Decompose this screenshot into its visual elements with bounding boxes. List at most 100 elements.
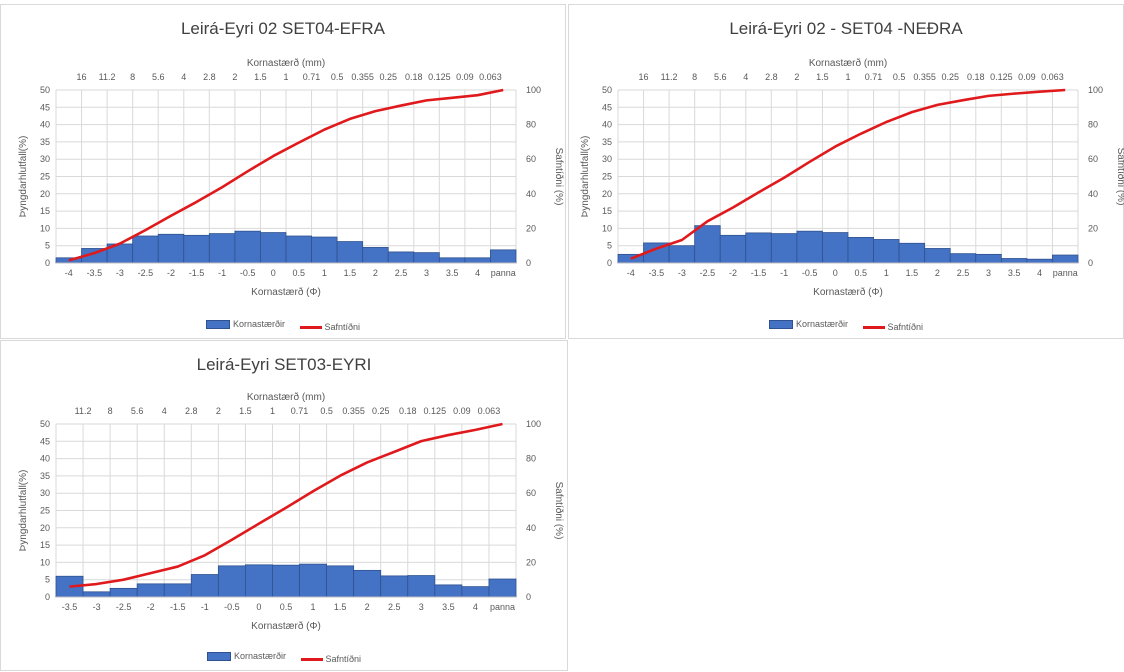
x-tick-label: 3.5	[442, 602, 455, 612]
x-tick-label: -1	[780, 268, 788, 278]
x-tick-label: -0.5	[224, 602, 240, 612]
x-tick-label: 1.5	[334, 602, 347, 612]
x-tick-label: 4	[475, 268, 480, 278]
legend-label-line: Safntíðni	[325, 654, 362, 664]
series-line-safntidni	[69, 422, 503, 588]
x-axis-title: Kornastærð (Φ)	[251, 286, 321, 298]
legend-item-line: Safntíðni	[299, 322, 361, 332]
y2-axis-title: Safntíðni (%)	[553, 482, 565, 540]
series-line-safntidni	[630, 88, 1066, 260]
bar	[924, 248, 951, 264]
x-tick-label: -2.5	[138, 268, 154, 278]
x2-axis-title: Kornastærð (mm)	[247, 391, 325, 403]
x2-tick-label: 11.2	[75, 406, 92, 416]
bar	[847, 236, 874, 264]
bar	[234, 230, 261, 264]
x-tick-label: -3.5	[87, 268, 103, 278]
x-tick-label: -1	[218, 268, 226, 278]
x2-tick-label: 4	[181, 72, 186, 82]
y2-tick-label: 20	[526, 223, 536, 233]
bar	[694, 225, 721, 264]
y-tick-label: 15	[40, 206, 50, 216]
x2-tick-label: 0.5	[320, 406, 333, 416]
x2-tick-label: 0.5	[893, 72, 906, 82]
y-tick-label: 25	[602, 172, 612, 182]
bar	[770, 233, 798, 264]
y-tick-label: 50	[40, 85, 50, 95]
x-tick-label: 3	[986, 268, 991, 278]
bar	[132, 235, 159, 264]
y-tick-label: 50	[40, 419, 50, 429]
chart-title: Leirá-Eyri SET03-EYRI	[196, 355, 372, 374]
chart-panel-set04-nedra: Leirá-Eyri 02 - SET04 -NEÐRA 0 5 10 15 20 25 3…	[568, 4, 1124, 339]
x2-axis-title: Kornastærð (mm)	[247, 57, 325, 69]
y-axis-title: Þyngdarhlutfall(%)	[18, 470, 29, 552]
bar	[109, 587, 138, 598]
chart-legend: Kornastærðir Safntíðni	[1, 319, 565, 332]
bar	[380, 575, 409, 598]
x-tick-label: -3	[93, 602, 101, 612]
bar	[136, 583, 165, 598]
legend-label-line: Safntíðni	[324, 322, 361, 332]
x2-tick-label: 0.125	[424, 406, 447, 416]
x2-tick-label: 0.063	[1041, 72, 1064, 82]
y-tick-label: 10	[602, 223, 612, 233]
y-tick-label: 5	[45, 241, 50, 251]
y-tick-label: 0	[45, 592, 50, 602]
bar	[898, 242, 926, 264]
y-tick-label: 0	[607, 258, 612, 268]
y-tick-label: 20	[40, 189, 50, 199]
y-tick-label: 20	[40, 523, 50, 533]
x2-axis-title: Kornastærð (mm)	[809, 57, 887, 69]
y2-tick-label: 100	[526, 85, 541, 95]
bar	[285, 235, 312, 264]
y-tick-label: 20	[602, 189, 612, 199]
x-tick-label: -2.5	[116, 602, 132, 612]
x-tick-label: 2	[373, 268, 378, 278]
chart-legend: Kornastærðir Safntíðni	[1, 651, 567, 664]
bar	[183, 234, 210, 264]
x2-tick-label: 0.09	[453, 406, 471, 416]
x2-tick-label: 5.6	[152, 72, 165, 82]
x-tick-label: 2.5	[388, 602, 401, 612]
y-tick-label: 30	[40, 488, 50, 498]
x-tick-label: 0	[833, 268, 838, 278]
y2-tick-label: 80	[526, 454, 536, 464]
x-tick-label: panna	[491, 268, 516, 278]
x2-tick-label: 16	[639, 72, 649, 82]
y2-tick-label: 40	[526, 189, 536, 199]
x2-tick-label: 0.71	[865, 72, 883, 82]
x2-tick-label: 4	[162, 406, 167, 416]
bar	[326, 565, 355, 598]
bar	[163, 583, 192, 598]
x-tick-label: -3.5	[62, 602, 78, 612]
chart-panel-set04-efra: Leirá-Eyri 02 SET04-EFRA 0 5 10 15 20 25 30 35 4…	[0, 4, 566, 339]
legend-swatch-line	[862, 325, 885, 329]
y2-tick-label: 80	[1088, 120, 1098, 130]
series-line-safntidni	[68, 88, 504, 262]
y-tick-label: 35	[40, 137, 50, 147]
x-tick-label: 0.5	[280, 602, 293, 612]
x2-tick-label: 0.063	[478, 406, 501, 416]
y2-tick-label: 40	[526, 523, 536, 533]
x2-tick-label: 1.5	[239, 406, 252, 416]
bar	[217, 565, 246, 598]
y2-tick-label: 60	[526, 488, 536, 498]
x2-tick-label: 0.25	[379, 72, 397, 82]
y-tick-label: 5	[607, 241, 612, 251]
x2-tick-label: 0.71	[303, 72, 321, 82]
x2-tick-label: 2	[232, 72, 237, 82]
x-tick-label: 0.5	[293, 268, 306, 278]
y2-tick-label: 20	[1088, 223, 1098, 233]
legend-item-bars: Kornastærðir	[205, 319, 285, 329]
x2-tick-label: 5.6	[131, 406, 144, 416]
x-tick-label: 2	[365, 602, 370, 612]
y2-tick-label: 0	[1088, 258, 1093, 268]
y2-tick-label: 60	[1088, 154, 1098, 164]
x-tick-label: -2.5	[700, 268, 716, 278]
x-tick-label: -2	[147, 602, 155, 612]
x-tick-label: 3.5	[1008, 268, 1021, 278]
bar	[353, 569, 382, 598]
x2-tick-label: 11.2	[99, 72, 116, 82]
x2-tick-label: 1	[283, 72, 288, 82]
